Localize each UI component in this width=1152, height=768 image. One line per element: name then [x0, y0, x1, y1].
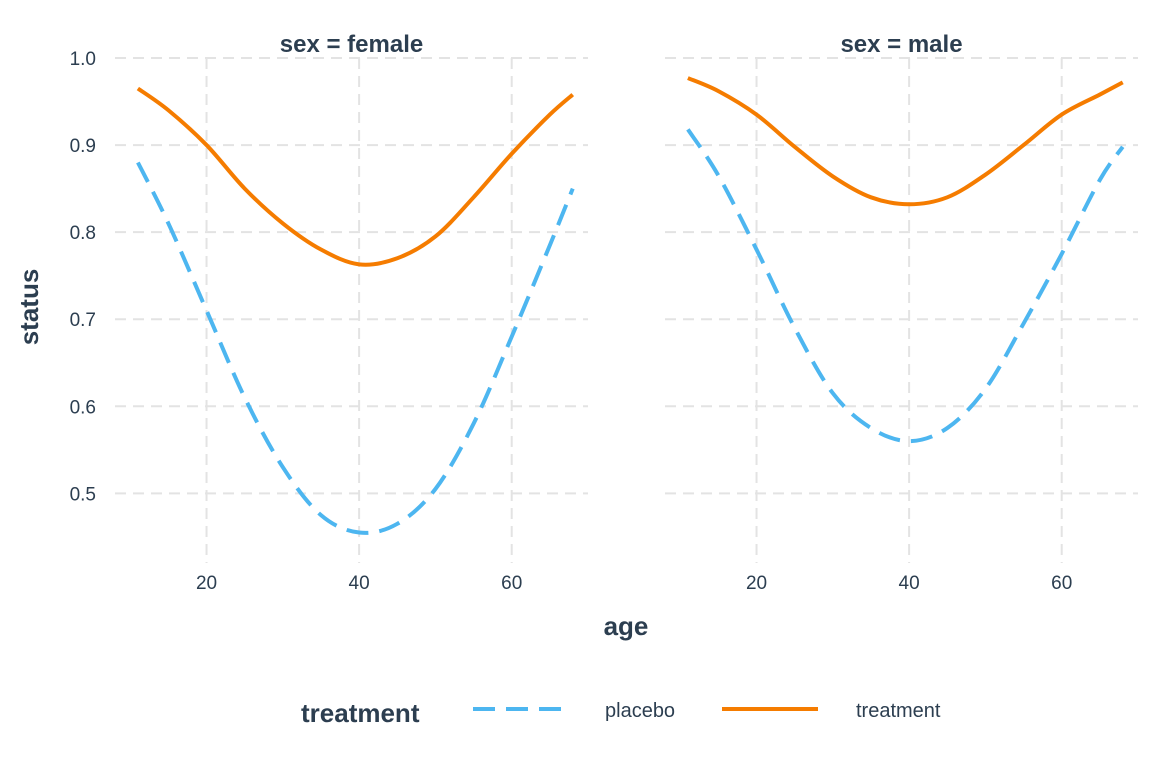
x-tick-label: 60	[501, 573, 522, 594]
legend-label-treatment: treatment	[856, 700, 941, 722]
panels-layer: 0.5 0.6 0.7 0.8 0.9 1.0 20 40 60 sex = female 20 40…	[70, 31, 1138, 594]
facet-title: sex = female	[280, 31, 423, 58]
x-tick-label: 60	[1051, 573, 1072, 594]
y-tick-label: 0.5	[70, 484, 96, 505]
y-tick-label: 0.8	[70, 223, 96, 244]
x-tick-label: 40	[349, 573, 370, 594]
series-line-placebo	[136, 161, 575, 535]
x-axis-title: age	[604, 611, 649, 641]
x-tick-label: 20	[196, 573, 217, 594]
facet-title: sex = male	[840, 31, 962, 58]
series-line-treatment	[136, 86, 575, 267]
series-line-placebo	[686, 128, 1125, 444]
x-tick-label: 20	[746, 573, 767, 594]
series-line-treatment	[687, 76, 1124, 207]
panel-0: 0.5 0.6 0.7 0.8 0.9 1.0 20 40 60 sex = female	[70, 31, 588, 594]
x-tick-label: 40	[899, 573, 920, 594]
y-tick-label: 0.6	[70, 397, 96, 418]
legend-label-placebo: placebo	[605, 700, 675, 722]
legend: treatment placebo treatment	[301, 698, 941, 728]
y-tick-label: 0.9	[70, 136, 96, 157]
y-tick-label: 1.0	[70, 49, 96, 70]
legend-title: treatment	[301, 698, 420, 728]
y-axis-title: status	[14, 269, 44, 346]
panel-1: 20 40 60 sex = male	[665, 31, 1138, 594]
y-tick-label: 0.7	[70, 310, 96, 331]
